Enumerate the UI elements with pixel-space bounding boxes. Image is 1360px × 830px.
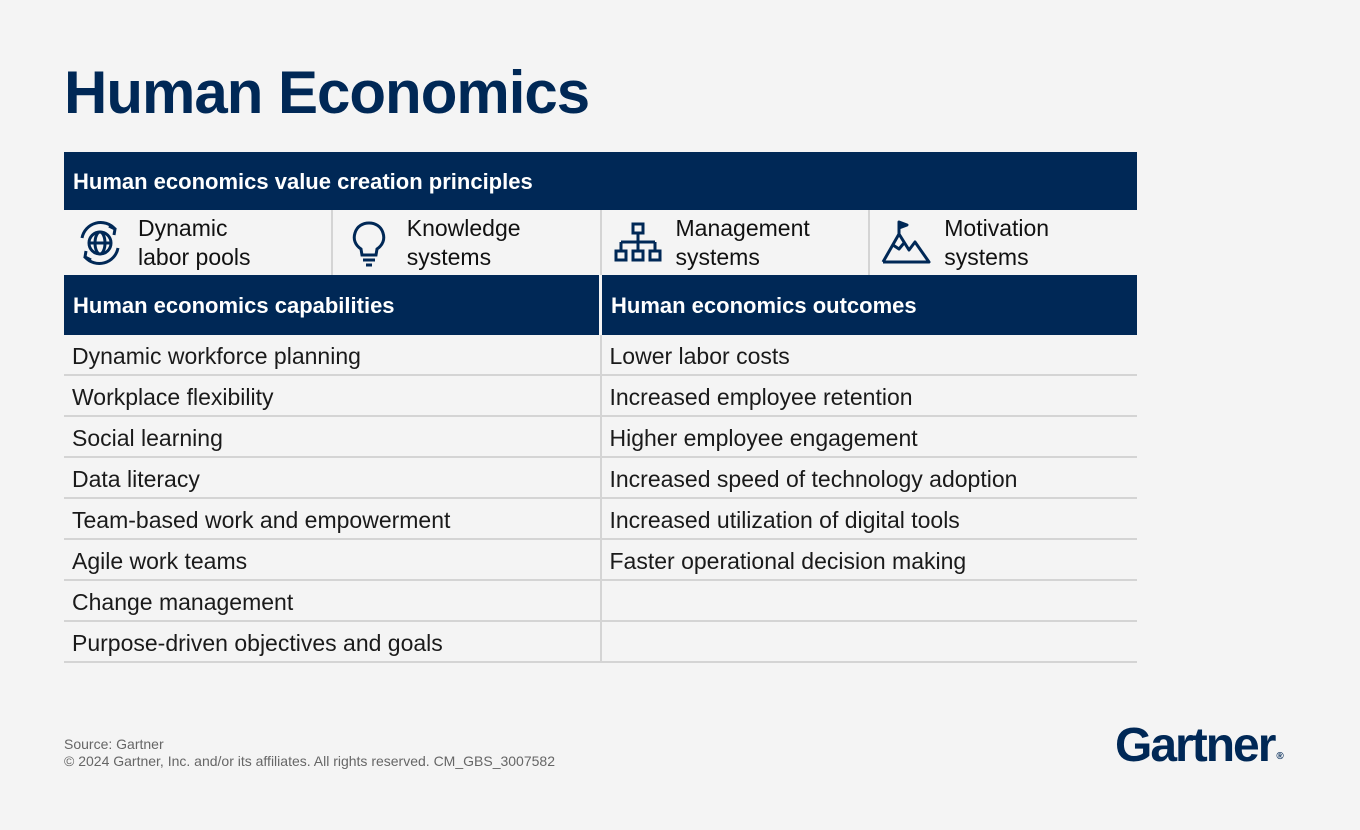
mountain-flag-icon [878,215,934,271]
capability-cell: Dynamic workforce planning [64,335,600,376]
principle-dynamic-labor-pools: Dynamic labor pools [64,210,333,275]
outcomes-column: Lower labor costs Increased employee ret… [601,335,1137,663]
outcome-cell: Faster operational decision making [601,540,1137,581]
capability-cell: Purpose-driven objectives and goals [64,622,600,663]
outcome-cell: Higher employee engagement [601,417,1137,458]
capability-cell: Data literacy [64,458,600,499]
principle-motivation-systems: Motivation systems [870,210,1137,275]
gartner-logo: Gartner ® [1115,718,1284,773]
table-body: Dynamic workforce planning Workplace fle… [64,335,1137,663]
capability-cell: Social learning [64,417,600,458]
principles-table: Human economics value creation principle… [64,152,1137,663]
logo-text: Gartner [1115,719,1276,772]
outcome-cell: Increased speed of technology adoption [601,458,1137,499]
capability-cell: Team-based work and empowerment [64,499,600,540]
outcome-cell [601,622,1137,663]
capability-cell: Workplace flexibility [64,376,600,417]
capability-cell: Change management [64,581,600,622]
outcome-cell: Increased utilization of digital tools [601,499,1137,540]
page-title: Human Economics [64,59,590,126]
principle-knowledge-systems: Knowledge systems [333,210,602,275]
registered-mark: ® [1276,751,1284,762]
principle-label: Management systems [675,214,810,270]
principle-label: Knowledge systems [406,214,521,270]
outcomes-header: Human economics outcomes [602,275,1137,335]
capabilities-header: Human economics capabilities [64,275,602,335]
outcome-cell: Increased employee retention [601,376,1137,417]
globe-cycle-icon [72,215,128,271]
org-chart-icon [610,215,666,271]
footer: Source: Gartner © 2024 Gartner, Inc. and… [64,736,555,770]
copyright-note: © 2024 Gartner, Inc. and/or its affiliat… [64,753,555,769]
lightbulb-icon [341,215,397,271]
source-note: Source: Gartner [64,736,164,752]
capabilities-column: Dynamic workforce planning Workplace fle… [64,335,602,663]
principle-label: Dynamic labor pools [138,214,251,270]
capability-cell: Agile work teams [64,540,600,581]
outcome-cell [601,581,1137,622]
principle-label: Motivation systems [944,214,1050,270]
outcome-cell: Lower labor costs [601,335,1137,376]
principles-header: Human economics value creation principle… [64,152,1137,210]
principle-management-systems: Management systems [602,210,871,275]
columns-header: Human economics capabilities Human econo… [64,275,1137,335]
principles-row: Dynamic labor pools Knowledge systems [64,210,1137,275]
